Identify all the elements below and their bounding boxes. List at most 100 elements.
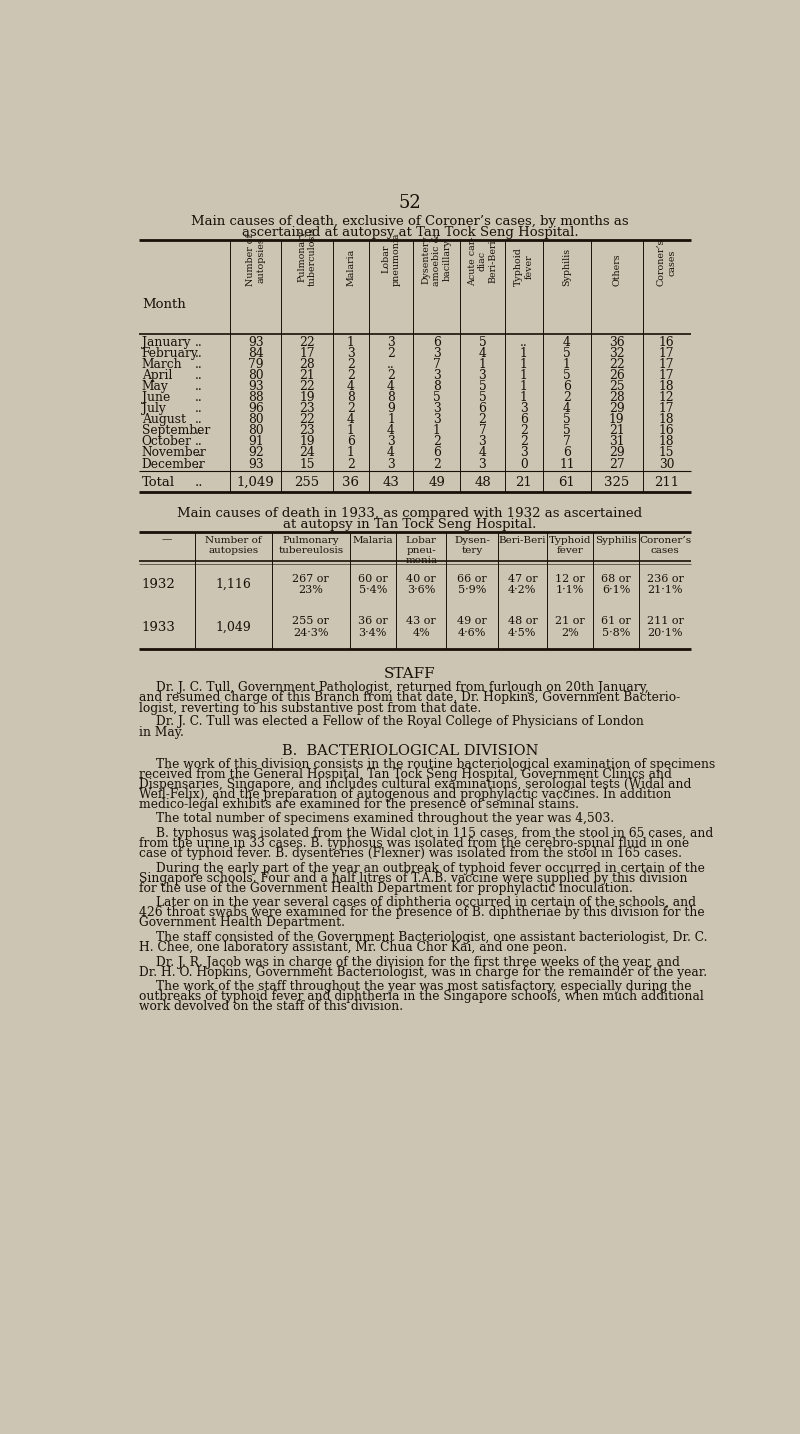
Text: B.  BACTERIOLOGICAL DIVISION: B. BACTERIOLOGICAL DIVISION <box>282 744 538 757</box>
Text: B. typhosus was isolated from the Widal clot in 115 cases, from the stool in 65 : B. typhosus was isolated from the Widal … <box>156 827 713 840</box>
Text: 9: 9 <box>387 403 395 416</box>
Text: November: November <box>142 446 206 459</box>
Text: 4: 4 <box>563 403 571 416</box>
Text: ..: .. <box>194 347 202 360</box>
Text: 80: 80 <box>248 424 263 437</box>
Text: Weil-Felix), and the preparation of autogenous and prophylactic vaccines. In add: Weil-Felix), and the preparation of auto… <box>138 787 671 800</box>
Text: 68 or
6·1%: 68 or 6·1% <box>602 574 631 595</box>
Text: 66 or
5·9%: 66 or 5·9% <box>457 574 487 595</box>
Text: 3: 3 <box>433 347 441 360</box>
Text: 22: 22 <box>299 380 315 393</box>
Text: 22: 22 <box>299 413 315 426</box>
Text: Dr. J. R. Jacob was in charge of the division for the first three weeks of the y: Dr. J. R. Jacob was in charge of the div… <box>156 955 680 968</box>
Text: December: December <box>142 457 206 470</box>
Text: 0: 0 <box>520 457 528 470</box>
Text: 48: 48 <box>474 476 491 489</box>
Text: 22: 22 <box>609 358 625 371</box>
Text: 88: 88 <box>248 391 264 404</box>
Text: 8: 8 <box>346 391 354 404</box>
Text: 2: 2 <box>478 413 486 426</box>
Text: April: April <box>142 369 172 383</box>
Text: 18: 18 <box>658 380 674 393</box>
Text: at autopsy in Tan Tock Seng Hospital.: at autopsy in Tan Tock Seng Hospital. <box>283 518 537 531</box>
Text: ..: .. <box>194 336 202 348</box>
Text: 325: 325 <box>604 476 629 489</box>
Text: Month: Month <box>142 298 186 311</box>
Text: 29: 29 <box>609 403 625 416</box>
Text: 6: 6 <box>346 436 354 449</box>
Text: 1: 1 <box>520 369 528 383</box>
Text: 5: 5 <box>563 347 571 360</box>
Text: Singapore schools. Four and a half litres of T.A.B. vaccine were supplied by thi: Singapore schools. Four and a half litre… <box>138 872 687 885</box>
Text: 22: 22 <box>299 336 315 348</box>
Text: August: August <box>142 413 186 426</box>
Text: work devolved on the staff of this division.: work devolved on the staff of this divis… <box>138 1001 403 1014</box>
Text: 12: 12 <box>658 391 674 404</box>
Text: 24: 24 <box>299 446 315 459</box>
Text: 28: 28 <box>609 391 625 404</box>
Text: Dysen-
tery: Dysen- tery <box>454 535 490 555</box>
Text: 1933: 1933 <box>142 621 176 634</box>
Text: 17: 17 <box>299 347 314 360</box>
Text: 7: 7 <box>563 436 571 449</box>
Text: 49: 49 <box>428 476 445 489</box>
Text: 19: 19 <box>299 391 314 404</box>
Text: 3: 3 <box>478 369 486 383</box>
Text: 1,116: 1,116 <box>215 578 251 591</box>
Text: 4: 4 <box>478 446 486 459</box>
Text: 1: 1 <box>347 446 354 459</box>
Text: 25: 25 <box>609 380 624 393</box>
Text: ..: .. <box>194 358 202 371</box>
Text: 4: 4 <box>387 424 395 437</box>
Text: 3: 3 <box>387 457 395 470</box>
Text: Number of
autopsies: Number of autopsies <box>246 234 266 285</box>
Text: 3: 3 <box>387 436 395 449</box>
Text: Main causes of death in 1933, as compared with 1932 as ascertained: Main causes of death in 1933, as compare… <box>178 508 642 521</box>
Text: 40 or
3·6%: 40 or 3·6% <box>406 574 436 595</box>
Text: Typhoid
fever: Typhoid fever <box>549 535 591 555</box>
Text: 3: 3 <box>520 403 528 416</box>
Text: 2: 2 <box>346 369 354 383</box>
Text: 267 or
23%: 267 or 23% <box>293 574 329 595</box>
Text: ..: .. <box>387 358 395 371</box>
Text: 7: 7 <box>478 424 486 437</box>
Text: 15: 15 <box>658 446 674 459</box>
Text: 1,049: 1,049 <box>215 621 251 634</box>
Text: ..: .. <box>194 369 202 383</box>
Text: 2: 2 <box>520 436 528 449</box>
Text: for the use of the Government Health Department for prophylactic inoculation.: for the use of the Government Health Dep… <box>138 882 633 895</box>
Text: Lobar
pneu-
monia: Lobar pneu- monia <box>405 535 438 565</box>
Text: STAFF: STAFF <box>384 667 436 681</box>
Text: 43 or
4%: 43 or 4% <box>406 617 436 638</box>
Text: 1: 1 <box>520 358 528 371</box>
Text: Pulmonary
tuberculosis: Pulmonary tuberculosis <box>298 227 317 285</box>
Text: 23: 23 <box>299 424 314 437</box>
Text: 4: 4 <box>346 380 354 393</box>
Text: H. Chee, one laboratory assistant, Mr. Chua Chor Kai, and one peon.: H. Chee, one laboratory assistant, Mr. C… <box>138 941 567 954</box>
Text: Lobar
pneumonia: Lobar pneumonia <box>382 232 401 285</box>
Text: —: — <box>162 535 172 545</box>
Text: June: June <box>142 391 170 404</box>
Text: 1,049: 1,049 <box>237 476 274 489</box>
Text: 60 or
5·4%: 60 or 5·4% <box>358 574 388 595</box>
Text: 5: 5 <box>563 413 571 426</box>
Text: 93: 93 <box>248 380 263 393</box>
Text: ..: .. <box>194 446 202 459</box>
Text: Pulmonary
tubereulosis: Pulmonary tubereulosis <box>278 535 343 555</box>
Text: ..: .. <box>194 476 203 489</box>
Text: 26: 26 <box>609 369 625 383</box>
Text: 6: 6 <box>563 380 571 393</box>
Text: 17: 17 <box>658 403 674 416</box>
Text: 28: 28 <box>299 358 315 371</box>
Text: 4: 4 <box>478 347 486 360</box>
Text: 5: 5 <box>478 336 486 348</box>
Text: Main causes of death, exclusive of Coroner’s cases, by months as: Main causes of death, exclusive of Coron… <box>191 215 629 228</box>
Text: ..: .. <box>194 380 202 393</box>
Text: case of typhoid fever. B. dysenteries (Flexner) was isolated from the stool in 1: case of typhoid fever. B. dysenteries (F… <box>138 847 682 860</box>
Text: The total number of specimens examined throughout the year was 4,503.: The total number of specimens examined t… <box>156 812 614 826</box>
Text: 3: 3 <box>347 347 354 360</box>
Text: 8: 8 <box>387 391 395 404</box>
Text: Coroner’s
cases: Coroner’s cases <box>639 535 691 555</box>
Text: 5: 5 <box>433 391 441 404</box>
Text: 93: 93 <box>248 336 263 348</box>
